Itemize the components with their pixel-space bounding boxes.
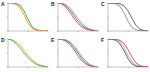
panel-label: B xyxy=(51,1,55,7)
panel: A xyxy=(1,1,48,32)
panel-label: A xyxy=(1,1,5,7)
y-axis xyxy=(108,3,109,31)
plot-area xyxy=(8,39,48,67)
figure: A B C D E F xyxy=(0,0,150,72)
plot-area xyxy=(58,3,98,31)
survival-line xyxy=(58,39,98,67)
y-axis xyxy=(8,3,9,31)
panel-label: E xyxy=(51,37,55,43)
panel-label: C xyxy=(101,1,105,7)
survival-line xyxy=(58,3,98,31)
panel-label: D xyxy=(1,37,5,43)
plot-area xyxy=(58,39,98,67)
survival-line xyxy=(58,39,98,67)
panel: D xyxy=(1,37,48,68)
y-axis xyxy=(108,39,109,67)
survival-line xyxy=(58,3,98,31)
survival-line xyxy=(8,3,48,31)
survival-line xyxy=(8,39,48,67)
survival-line xyxy=(108,39,148,67)
plot-area xyxy=(8,3,48,31)
survival-line xyxy=(108,3,148,31)
survival-line xyxy=(108,3,148,31)
survival-line xyxy=(58,39,98,67)
y-axis xyxy=(8,39,9,67)
survival-line xyxy=(8,3,48,31)
panel: E xyxy=(51,37,98,68)
plot-area xyxy=(108,3,148,31)
panel: F xyxy=(101,37,148,68)
survival-line xyxy=(108,39,148,67)
panel: B xyxy=(51,1,98,32)
panel-label: F xyxy=(101,37,104,43)
survival-line xyxy=(8,39,48,67)
x-axis xyxy=(8,67,48,68)
y-axis xyxy=(58,3,59,31)
survival-line xyxy=(108,39,148,67)
survival-line xyxy=(58,3,98,31)
y-axis xyxy=(58,39,59,67)
plot-area xyxy=(108,39,148,67)
panel: C xyxy=(101,1,148,32)
